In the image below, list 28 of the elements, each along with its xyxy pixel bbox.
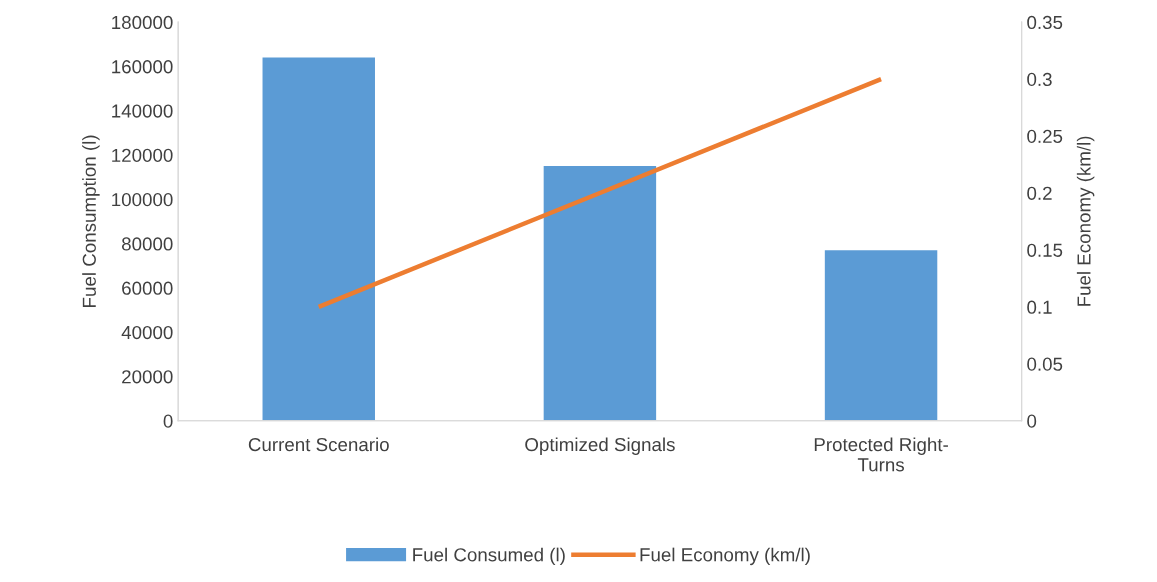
y-tick-label: 20000 [122, 370, 173, 384]
legend-label: Fuel Economy (km/l) [640, 547, 810, 566]
y-tick-label: 180000 [112, 15, 173, 30]
y-tick-label: 80000 [122, 237, 173, 251]
y-tick-label: 40000 [121, 325, 173, 340]
y2-tick-label: 0.35 [1027, 15, 1063, 30]
y2-axis-title: Fuel Economy (km/l) [1076, 136, 1095, 306]
y-axis-title: Fuel Consumption (l) [82, 135, 100, 307]
y-tick-label: 120000 [112, 148, 173, 162]
x-tick-label: Protected Right-Turns [814, 437, 948, 472]
x-tick-label: Current Scenario [248, 437, 389, 452]
y-tick-label: 0 [163, 414, 173, 428]
y2-tick-label: 0.25 [1027, 129, 1063, 143]
y2-tick-label: 0.05 [1027, 357, 1063, 371]
y2-tick-label: 0 [1027, 414, 1037, 428]
legend-label: Fuel Consumed (l) [413, 547, 565, 566]
y2-tick-label: 0.2 [1027, 186, 1052, 200]
y2-tick-label: 0.1 [1027, 300, 1052, 314]
y2-tick-label: 0.15 [1027, 243, 1063, 257]
bar [543, 166, 657, 421]
x-tick-label: Optimized Signals [525, 437, 675, 455]
bar [824, 250, 938, 421]
y-tick-label: 60000 [122, 281, 173, 295]
y-tick-label: 160000 [112, 60, 173, 74]
y-tick-label: 140000 [112, 104, 173, 118]
y-tick-label: 100000 [112, 193, 173, 207]
y2-tick-label: 0.3 [1027, 72, 1052, 87]
bar [262, 57, 375, 421]
